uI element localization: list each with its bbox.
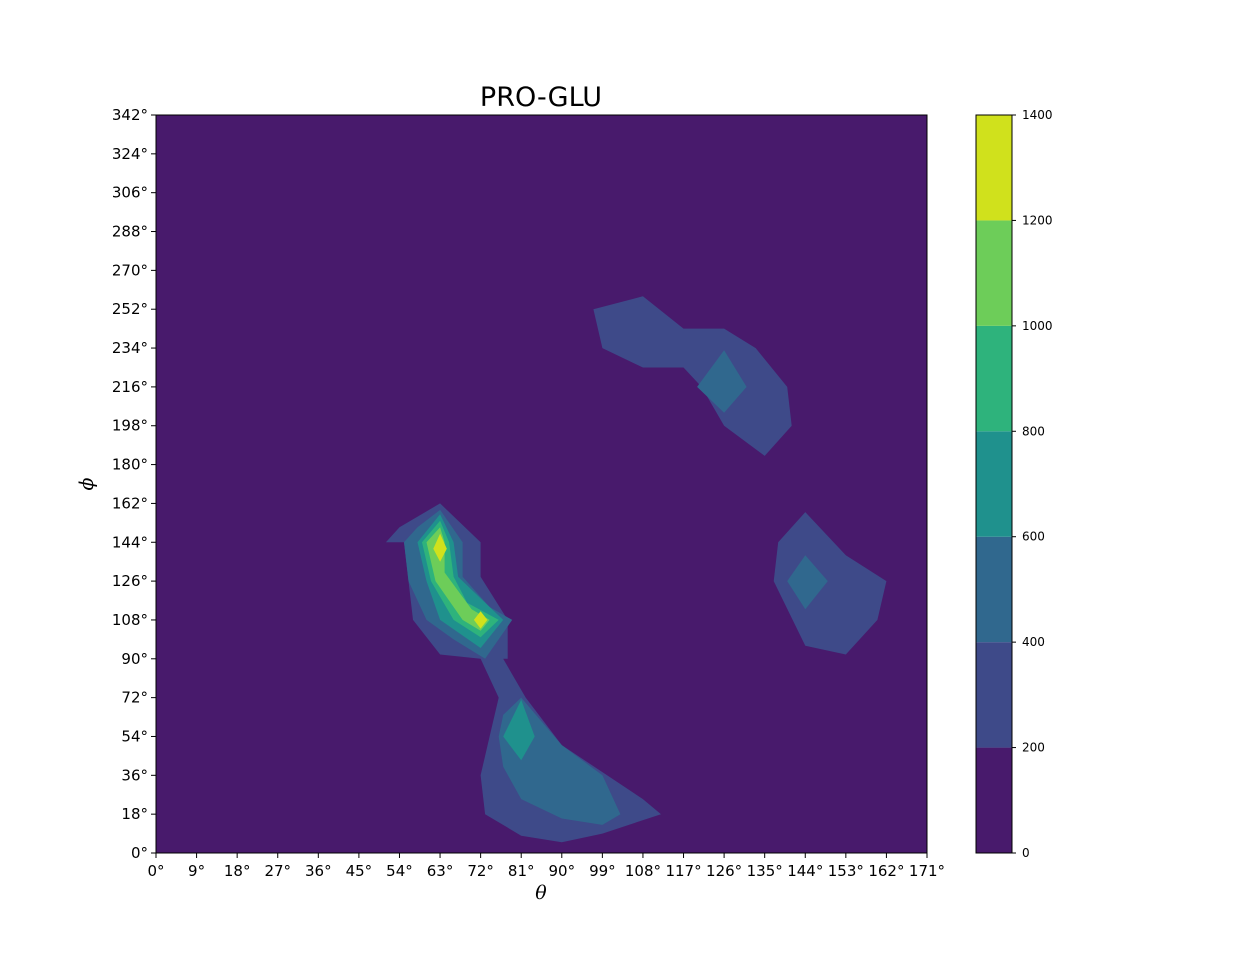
x-tick-label: 45°: [346, 862, 373, 880]
x-axis-label: θ: [535, 882, 547, 904]
contour-region-level-6: [473, 611, 488, 629]
colorbar-tick-label: 800: [1022, 424, 1045, 438]
colorbar-tick-label: 400: [1022, 635, 1045, 649]
y-tick-label: 234°: [112, 339, 148, 357]
x-tick-label: 27°: [264, 862, 291, 880]
colorbar-band: [976, 747, 1012, 853]
plot-frame: [155, 114, 928, 854]
y-tick-label: 90°: [121, 650, 148, 668]
colorbar-tick-label: 0: [1022, 846, 1030, 860]
contour-region-level-2: [787, 555, 828, 610]
y-tick-label: 180°: [112, 456, 148, 474]
chart-title: PRO-GLU: [480, 82, 602, 113]
x-axis-ticks: 0° 9° 18° 27° 36° 45° 54° 63° 72° 81° 90° 99° 108° 11…: [147, 853, 945, 880]
colorbar-tick-label: 1000: [1022, 319, 1053, 333]
x-tick-label: 117°: [665, 862, 701, 880]
colorbar-frame: [975, 114, 1013, 854]
x-tick-label: 144°: [787, 862, 823, 880]
x-tick-label: 99°: [589, 862, 616, 880]
x-tick-label: 54°: [386, 862, 413, 880]
colorbar-band: [976, 536, 1012, 643]
x-tick-label: 81°: [508, 862, 535, 880]
x-tick-label: 135°: [747, 862, 783, 880]
x-tick-label: 90°: [548, 862, 575, 880]
colorbar-band: [976, 115, 1012, 221]
y-tick-label: 252°: [112, 300, 148, 318]
contour-region-level-3: [503, 699, 535, 761]
x-tick-label: 63°: [427, 862, 454, 880]
contour-region-level-1: [593, 296, 792, 456]
colorbar-band: [976, 431, 1012, 537]
colorbar: 0 200 400 600 800 1000 1200 1400: [975, 108, 1053, 860]
y-tick-label: 198°: [112, 417, 148, 435]
y-axis-ticks: 0° 18° 36° 54° 72° 90° 108° 126° 144° 162° 180° 198…: [112, 106, 156, 862]
y-tick-label: 126°: [112, 572, 148, 590]
y-tick-label: 144°: [112, 533, 148, 551]
colorbar-tick-label: 600: [1022, 530, 1045, 544]
y-tick-label: 216°: [112, 378, 148, 396]
x-tick-label: 171°: [909, 862, 945, 880]
contour-region-level-1: [773, 512, 887, 655]
y-tick-label: 306°: [112, 184, 148, 202]
x-tick-label: 18°: [224, 862, 251, 880]
x-tick-label: 108°: [625, 862, 661, 880]
y-tick-label: 18°: [121, 805, 148, 823]
y-tick-label: 324°: [112, 145, 148, 163]
x-tick-label: 0°: [147, 862, 164, 880]
colorbar-tick-label: 1400: [1022, 108, 1053, 122]
colorbar-band: [976, 325, 1012, 432]
x-tick-label: 36°: [305, 862, 332, 880]
y-tick-label: 288°: [112, 223, 148, 241]
contour-region-level-6: [433, 533, 447, 562]
colorbar-tick-label: 1200: [1022, 213, 1053, 227]
colorbar-band: [976, 642, 1012, 748]
y-tick-label: 72°: [121, 689, 148, 707]
colorbar-band: [976, 220, 1012, 326]
y-tick-label: 36°: [121, 766, 148, 784]
y-tick-label: 270°: [112, 261, 148, 279]
y-tick-label: 162°: [112, 494, 148, 512]
contour-region-level-2: [697, 350, 747, 413]
x-tick-label: 153°: [828, 862, 864, 880]
x-tick-label: 126°: [706, 862, 742, 880]
y-tick-label: 342°: [112, 106, 148, 124]
plot-area: [155, 114, 928, 854]
colorbar-tick-label: 200: [1022, 741, 1045, 755]
y-tick-label: 54°: [121, 727, 148, 745]
y-axis-label: ϕ: [76, 477, 98, 490]
x-tick-label: 162°: [868, 862, 904, 880]
y-tick-label: 0°: [131, 844, 148, 862]
x-tick-label: 9°: [188, 862, 205, 880]
x-tick-label: 72°: [467, 862, 494, 880]
y-tick-label: 108°: [112, 611, 148, 629]
